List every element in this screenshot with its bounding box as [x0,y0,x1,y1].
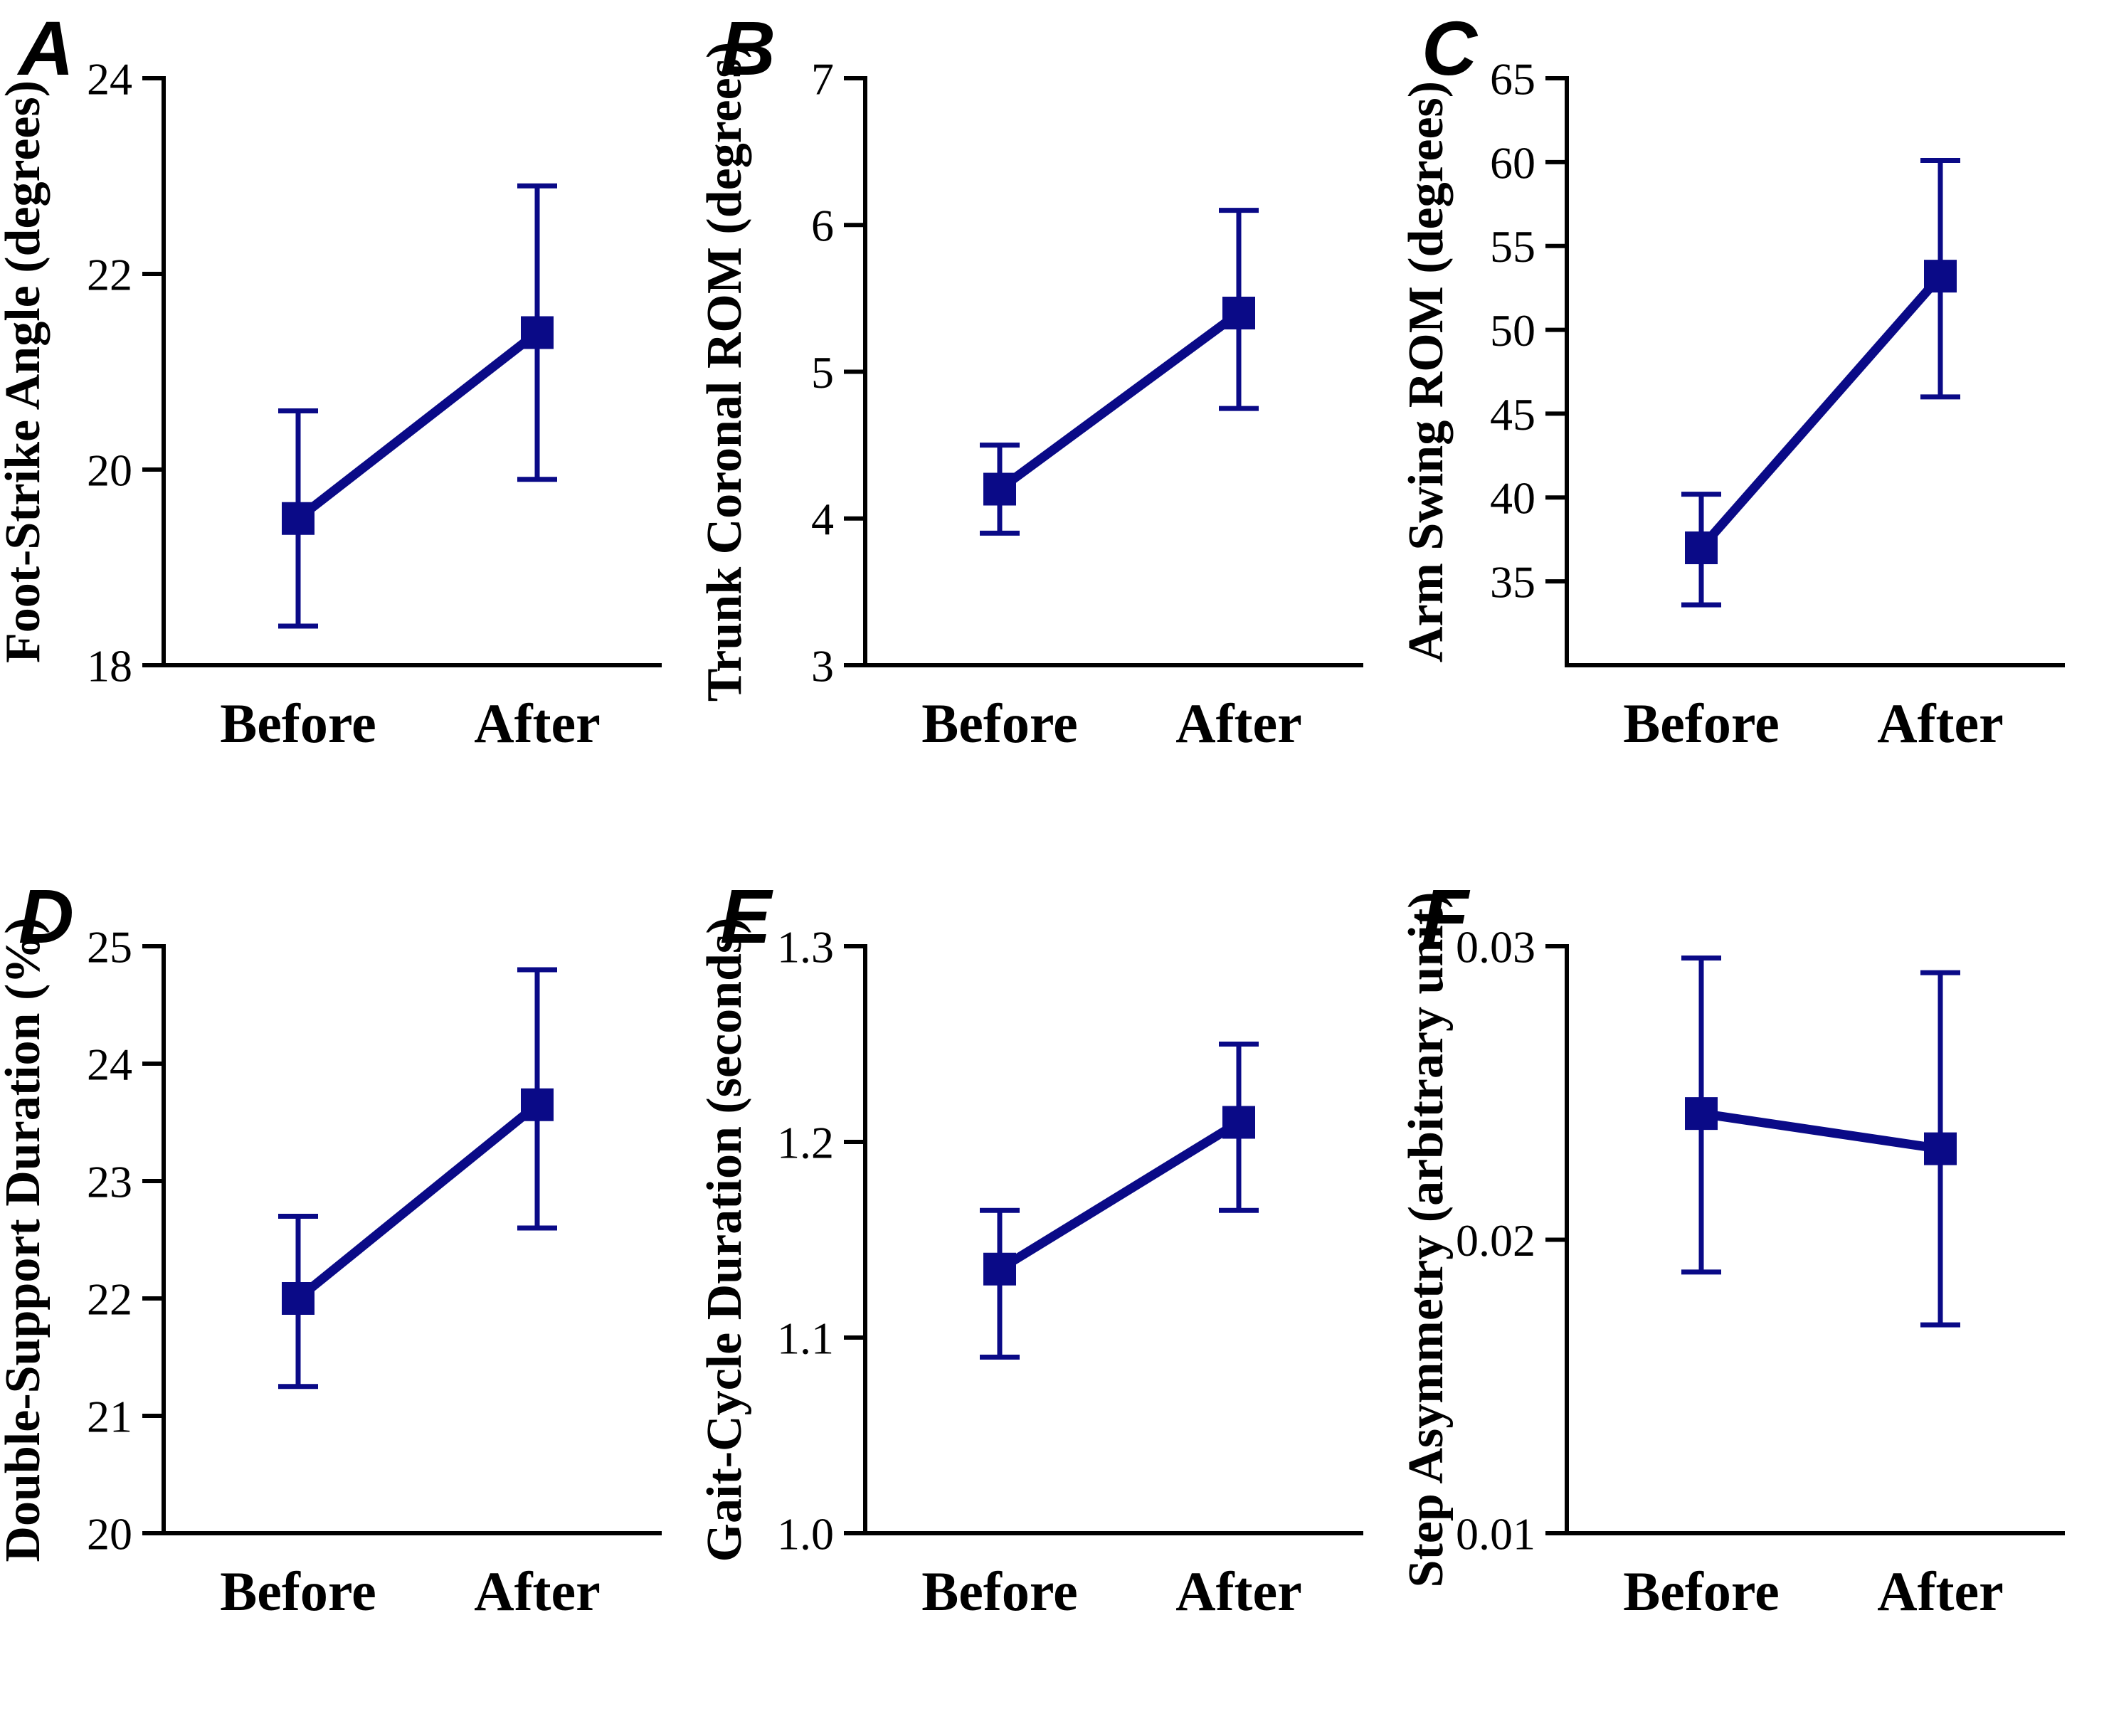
panel-letter: D [18,873,74,959]
trend-line [1698,272,1944,551]
data-marker [1924,1132,1957,1165]
trend-line [295,329,540,522]
x-category-label: Before [1623,692,1779,754]
y-tick-label: 65 [1490,53,1535,104]
y-tick-label: 1.0 [777,1508,834,1559]
panel-e: 1.0 1.1 1.2 1.3 Gait-Cycle Duration (seconds… [702,868,1402,1736]
panel-letter: C [1422,5,1477,91]
data-marker [983,1252,1016,1286]
data-marker [282,502,314,535]
panel-c: 35 40 45 50 55 60 65 Arm Swing ROM (degrees) Bef… [1403,0,2104,868]
y-axis-title: Foot-Strike Angle (degrees) [0,80,51,663]
y-tick-label: 5 [811,347,834,398]
y-tick-label: 20 [87,445,132,495]
y-tick-label: 55 [1490,221,1535,272]
chart-double-support-duration: 20 21 22 23 24 25 Double-Support Duration (%) B… [0,917,662,1622]
y-tick-label: 0.03 [1456,921,1535,972]
data-marker [521,1088,554,1121]
x-category-label: After [474,692,601,754]
y-tick-label: 35 [1490,557,1535,608]
y-tick-label: 20 [87,1508,132,1559]
chart-foot-strike-angle: 18 20 22 24 Foot-Strike Angle (degrees) Befor… [0,53,662,754]
x-category-label: Before [921,692,1077,754]
y-tick-label: 7 [811,53,834,104]
y-tick-label: 25 [87,921,132,972]
y-tick-label: 24 [87,53,132,104]
data-marker [282,1282,314,1315]
trend-line [1701,1108,1941,1154]
y-tick-label: 22 [87,1274,132,1324]
y-tick-label: 4 [811,494,834,544]
y-tick-label: 1.3 [777,921,834,972]
y-tick-label: 45 [1490,389,1535,440]
x-category-label: After [1877,1560,2004,1622]
data-marker [1685,1097,1718,1131]
y-axis-title: Trunk Coronal ROM (degrees) [702,42,752,702]
trend-line [295,1101,541,1303]
y-tick-label: 18 [87,640,132,691]
y-tick-label: 24 [87,1039,132,1089]
y-axis-title: Step Asymmetry (arbitrary unit) [1403,892,1454,1588]
y-axis-title: Gait-Cycle Duration (seconds) [702,917,752,1562]
panel-letter: F [1422,873,1469,959]
y-tick-label: 6 [811,201,834,251]
trend-line [997,1118,1242,1274]
y-tick-label: 0.02 [1456,1215,1535,1266]
x-category-label: After [1877,692,2004,754]
y-tick-label: 22 [87,249,132,300]
chart-trunk-coronal-rom: 3 4 5 6 7 Trunk Coronal ROM (degrees) Before Af… [702,42,1363,754]
data-marker [521,316,554,349]
panel-letter: E [720,873,772,959]
x-category-label: After [474,1560,601,1622]
data-marker [1924,260,1957,293]
y-tick-label: 1.2 [777,1117,834,1168]
chart-gait-cycle-duration: 1.0 1.1 1.2 1.3 Gait-Cycle Duration (seconds… [702,917,1363,1622]
data-marker [1685,531,1718,564]
chart-arm-swing-rom: 35 40 45 50 55 60 65 Arm Swing ROM (degrees) Bef… [1403,53,2065,754]
y-tick-label: 21 [87,1391,132,1441]
y-axis-title: Arm Swing ROM (degrees) [1403,81,1454,662]
x-category-label: After [1175,692,1302,754]
y-tick-label: 0.01 [1456,1508,1535,1559]
panel-b: 3 4 5 6 7 Trunk Coronal ROM (degrees) Before Af… [702,0,1402,868]
x-category-label: Before [921,1560,1077,1622]
y-tick-label: 1.1 [777,1313,834,1363]
y-tick-label: 60 [1490,137,1535,188]
x-category-label: After [1175,1560,1302,1622]
x-category-label: Before [220,1560,376,1622]
panel-letter: A [18,5,74,91]
trend-line [997,309,1242,493]
y-tick-label: 3 [811,640,834,691]
panel-d: 20 21 22 23 24 25 Double-Support Duration (%) B… [0,868,701,1736]
panel-letter: B [720,5,776,91]
data-marker [1222,1106,1255,1139]
y-axis-title: Double-Support Duration (%) [0,917,51,1562]
y-tick-label: 50 [1490,305,1535,356]
panel-a: 18 20 22 24 Foot-Strike Angle (degrees) Befor… [0,0,701,868]
panel-f: 0.01 0.02 0.03 Step Asymmetry (arbitrary un… [1403,868,2104,1736]
data-marker [1222,297,1255,329]
data-marker [983,472,1016,506]
y-tick-label: 40 [1490,473,1535,524]
y-tick-label: 23 [87,1156,132,1207]
x-category-label: Before [220,692,376,754]
x-category-label: Before [1623,1560,1779,1622]
